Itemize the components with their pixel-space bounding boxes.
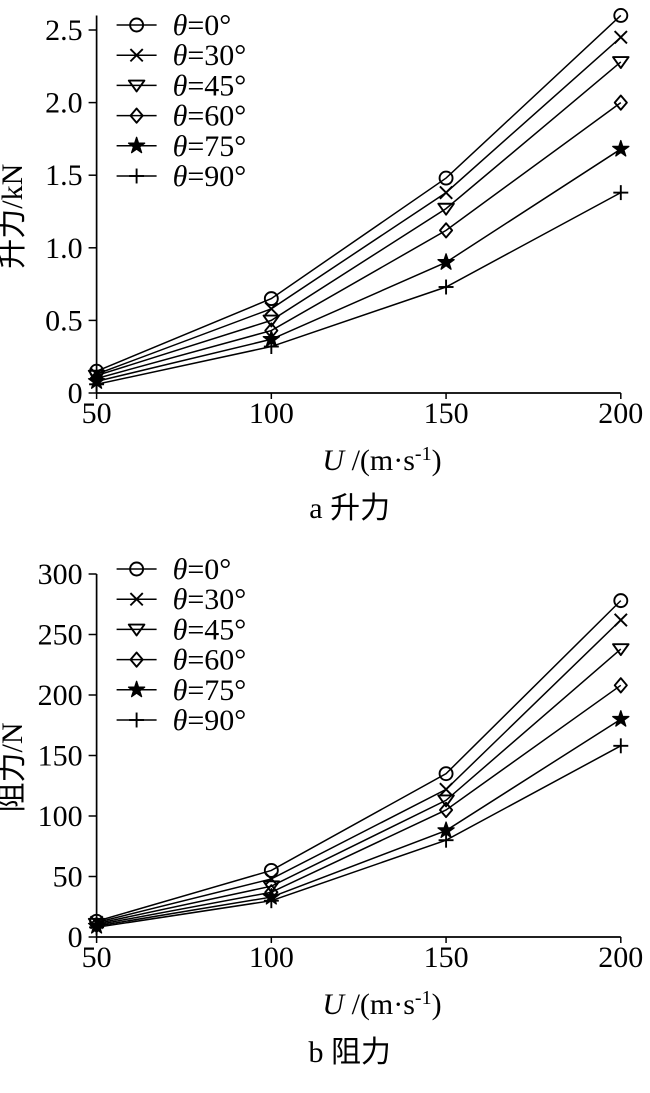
svg-text:0: 0 <box>68 377 83 410</box>
svg-text:150: 150 <box>38 740 83 773</box>
svg-text:b 阻力: b 阻力 <box>308 1036 391 1069</box>
svg-text:2.5: 2.5 <box>45 14 83 47</box>
svg-text:200: 200 <box>598 397 643 430</box>
svg-text:200: 200 <box>38 679 83 712</box>
svg-text:θ=60°: θ=60° <box>173 644 247 677</box>
svg-text:0: 0 <box>68 921 83 954</box>
svg-text:300: 300 <box>38 558 83 591</box>
svg-text:150: 150 <box>424 397 469 430</box>
svg-text:150: 150 <box>424 941 469 974</box>
svg-text:100: 100 <box>38 800 83 833</box>
svg-text:θ=45°: θ=45° <box>173 613 247 646</box>
svg-text:θ=30°: θ=30° <box>173 39 247 72</box>
svg-text:50: 50 <box>82 941 112 974</box>
svg-text:50: 50 <box>82 397 112 430</box>
svg-text:1.0: 1.0 <box>45 232 83 265</box>
svg-text:θ=75°: θ=75° <box>173 674 247 707</box>
svg-text:a 升力: a 升力 <box>309 492 390 525</box>
svg-text:250: 250 <box>38 619 83 652</box>
svg-text:100: 100 <box>249 941 294 974</box>
svg-text:θ=45°: θ=45° <box>173 69 247 102</box>
svg-text:θ=90°: θ=90° <box>173 704 247 737</box>
svg-text:升力/kN: 升力/kN <box>0 164 29 269</box>
svg-text:100: 100 <box>249 397 294 430</box>
svg-text:1.5: 1.5 <box>45 159 83 192</box>
svg-text:θ=30°: θ=30° <box>173 583 247 616</box>
svg-text:2.0: 2.0 <box>45 87 83 120</box>
svg-text:50: 50 <box>53 861 83 894</box>
svg-text:200: 200 <box>598 941 643 974</box>
svg-text:θ=60°: θ=60° <box>173 100 247 133</box>
svg-text:0.5: 0.5 <box>45 304 83 337</box>
svg-text:θ=75°: θ=75° <box>173 130 247 163</box>
svg-text:θ=90°: θ=90° <box>173 160 247 193</box>
svg-text:θ=0°: θ=0° <box>173 553 232 586</box>
svg-text:阻力/N: 阻力/N <box>0 723 29 813</box>
svg-text:θ=0°: θ=0° <box>173 9 232 42</box>
